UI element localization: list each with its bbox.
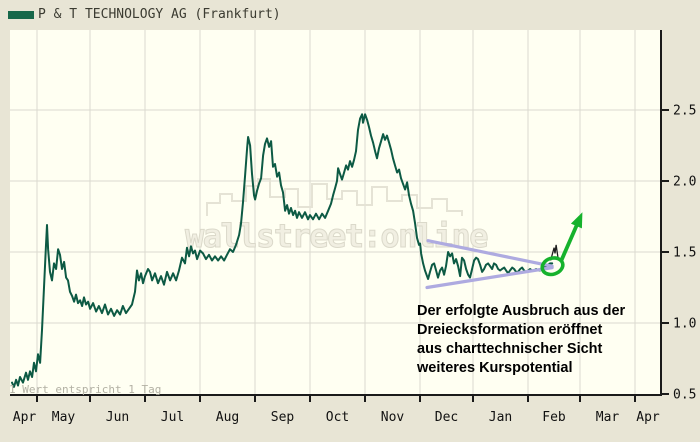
y-axis-tick-label: 2.5 bbox=[673, 104, 696, 119]
triangle-upper-line bbox=[426, 239, 554, 268]
y-axis-tick-label: 2.0 bbox=[673, 175, 696, 190]
x-axis-month-label: Dec bbox=[435, 410, 458, 425]
breakout-circle bbox=[540, 256, 565, 277]
annotation-line-4: weiteres Kurspotential bbox=[417, 360, 573, 376]
x-axis-month-label: Sep bbox=[271, 410, 295, 425]
x-axis-month-label: Apr bbox=[636, 410, 660, 425]
price-line bbox=[11, 113, 554, 388]
y-axis-tick-label: 1.5 bbox=[673, 246, 696, 261]
x-axis-month-label: Aug bbox=[216, 410, 239, 425]
watermark-skyline-logo bbox=[206, 178, 463, 216]
chart-title: P & T TECHNOLOGY AG (Frankfurt) bbox=[38, 7, 281, 22]
triangle-lower-line bbox=[425, 266, 554, 290]
scale-note: 1 Wert entspricht 1 Tag bbox=[9, 383, 162, 396]
watermark-text: wallstreet:online bbox=[185, 217, 487, 255]
x-axis-month-label: Jan bbox=[489, 410, 512, 425]
annotation-line-2: Dreiecksformation eröffnet bbox=[417, 322, 603, 338]
y-axis-tick-label: 1.0 bbox=[673, 317, 696, 332]
breakout-arrow-shaft bbox=[558, 219, 581, 263]
x-axis-month-label: Nov bbox=[381, 410, 405, 425]
breakout-spike-line bbox=[549, 244, 559, 261]
y-axis-tick-label: 0.5 bbox=[673, 388, 696, 403]
series-legend-swatch bbox=[8, 11, 34, 19]
x-axis-month-label: May bbox=[52, 410, 76, 425]
x-axis-month-label: Oct bbox=[326, 410, 349, 425]
annotation-line-3: aus charttechnischer Sicht bbox=[417, 341, 603, 357]
chart-header: P & T TECHNOLOGY AG (Frankfurt) bbox=[0, 0, 700, 29]
analysis-annotation: Der erfolgte Ausbruch aus der Dreiecksfo… bbox=[417, 302, 625, 378]
x-axis-month-label: Jun bbox=[106, 410, 129, 425]
annotation-line-1: Der erfolgte Ausbruch aus der bbox=[417, 303, 626, 319]
plot-area bbox=[10, 30, 661, 395]
x-axis-month-label: Apr bbox=[13, 410, 37, 425]
x-axis-month-label: Jul bbox=[161, 410, 184, 425]
breakout-arrow-head bbox=[570, 212, 583, 229]
x-axis-month-label: Feb bbox=[542, 410, 566, 425]
x-axis-month-label: Mar bbox=[596, 410, 620, 425]
